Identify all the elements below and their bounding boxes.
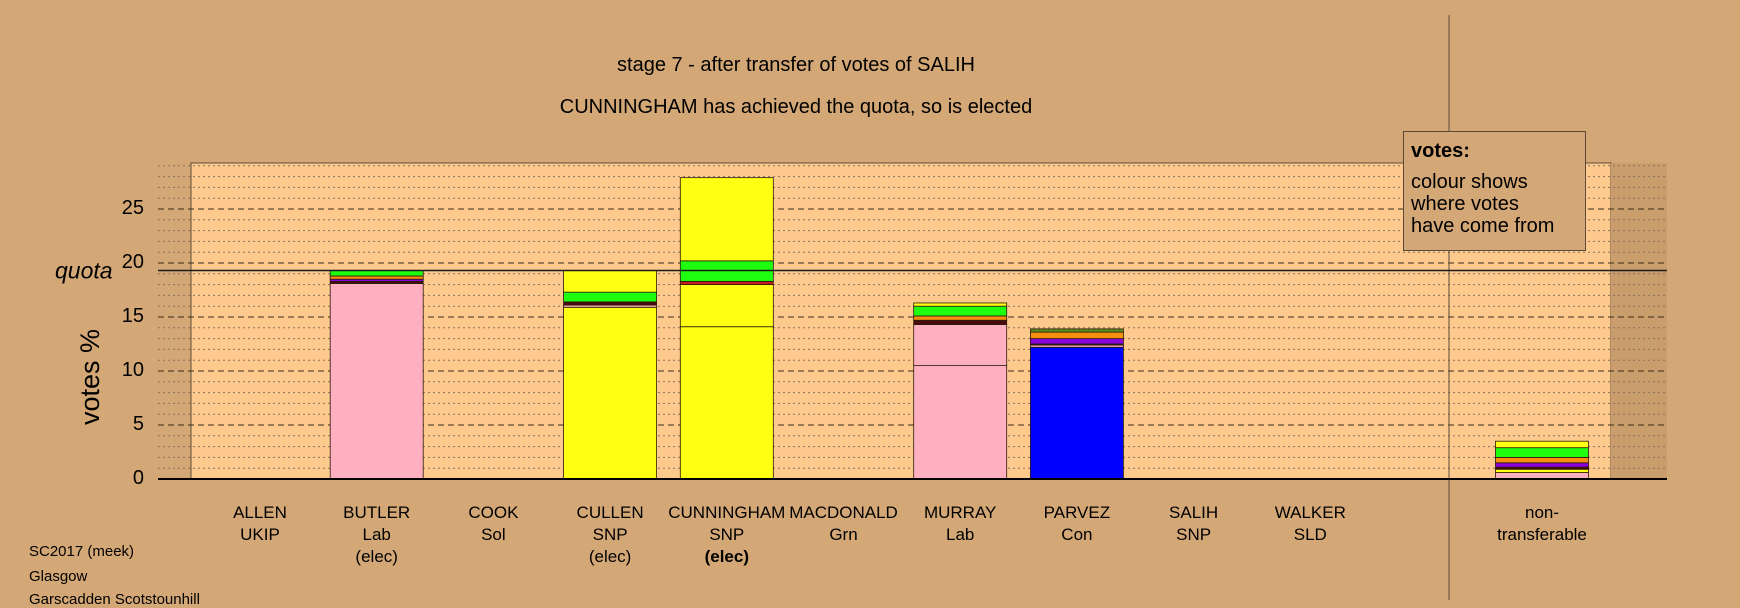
candidate-label: PARVEZ Con	[1012, 502, 1142, 568]
y-axis-label: votes %	[75, 329, 105, 425]
y-tick-label: 0	[132, 467, 144, 489]
bar-segment	[1030, 346, 1124, 480]
bar-segment	[563, 291, 657, 303]
bar-segment	[1030, 328, 1124, 333]
legend-box: votes: colour shows where votes have com…	[1403, 131, 1586, 251]
bar-segment	[1495, 456, 1589, 464]
candidate-status	[1012, 546, 1142, 568]
bar-segment	[679, 280, 774, 285]
bar-segment	[679, 326, 774, 480]
bar-segment	[329, 270, 424, 277]
bar-segment	[913, 324, 1008, 366]
candidate-label: non-transferable	[1477, 502, 1607, 568]
candidate-name: PARVEZ	[1043, 503, 1111, 522]
footer-election: SC2017 (meek)	[29, 543, 135, 560]
candidate-status	[779, 546, 909, 568]
quota-label: quota	[55, 258, 113, 284]
candidate-party: Grn	[829, 525, 858, 544]
candidate-name: CULLEN	[576, 503, 644, 522]
chart-subtitle: CUNNINGHAM has achieved the quota, so is…	[559, 96, 1033, 118]
candidate-status	[1477, 546, 1607, 568]
candidate-party: SNP	[1176, 525, 1212, 544]
candidate-name: non-	[1524, 503, 1560, 522]
candidate-party: SLD	[1293, 525, 1327, 544]
candidate-status: (elec)	[588, 547, 632, 566]
candidate-name: ALLEN	[233, 503, 287, 522]
bar-segment	[329, 275, 424, 280]
bar-segment	[679, 177, 774, 262]
candidate-label: WALKER SLD	[1245, 502, 1375, 568]
candidate-party: Lab	[946, 525, 975, 544]
candidate-label: COOK Sol	[428, 502, 558, 568]
candidate-status	[1129, 546, 1259, 568]
bar-segment	[913, 319, 1008, 325]
y-tick-label: 25	[121, 197, 144, 219]
y-tick-label: 15	[121, 305, 144, 327]
legend-heading: votes:	[1411, 140, 1470, 162]
candidate-party: Sol	[481, 525, 506, 544]
bar-segment	[563, 301, 657, 306]
candidate-status	[428, 546, 558, 568]
bar-segment	[329, 283, 424, 480]
candidate-name: CUNNINGHAM	[668, 503, 786, 522]
bar-segment	[913, 365, 1008, 480]
candidate-label: MURRAY Lab	[895, 502, 1025, 568]
candidate-label: MACDONALD Grn	[779, 502, 909, 568]
candidate-status	[1245, 546, 1375, 568]
bar-segment	[913, 302, 1008, 307]
candidate-party: Lab	[362, 525, 391, 544]
bar-segment	[1495, 440, 1589, 449]
y-tick-label: 10	[121, 359, 144, 381]
legend-line: where votes	[1411, 193, 1519, 215]
y-tick-label: 20	[121, 251, 144, 273]
y-tick-label: 5	[132, 413, 144, 435]
bar-segment	[1495, 468, 1589, 473]
bar-segment	[1495, 462, 1589, 468]
candidate-name: WALKER	[1274, 503, 1346, 522]
candidate-party: Con	[1061, 525, 1093, 544]
candidate-status	[195, 546, 325, 568]
candidate-name: SALIH	[1169, 503, 1219, 522]
candidate-status	[895, 546, 1025, 568]
bar-segment	[1030, 338, 1124, 345]
bar-segment	[679, 284, 774, 328]
bar-segment	[563, 306, 657, 480]
bar-segment	[1030, 331, 1124, 339]
bar-segment	[913, 305, 1008, 317]
candidate-party: SNP	[592, 525, 628, 544]
candidate-name: COOK	[468, 503, 519, 522]
candidate-status: (elec)	[355, 547, 398, 566]
candidate-label: SALIH SNP	[1129, 502, 1259, 568]
plot-shade	[1611, 163, 1667, 479]
candidate-label: CULLEN SNP (elec)	[545, 502, 675, 568]
legend-line: have come from	[1411, 215, 1555, 237]
candidate-name: MURRAY	[923, 503, 997, 522]
candidate-party: UKIP	[240, 525, 280, 544]
candidate-label: CUNNINGHAM SNP (elec)	[662, 502, 792, 568]
footer-council: Glasgow	[29, 568, 88, 585]
bar-segment	[563, 270, 657, 293]
candidate-party: transferable	[1497, 525, 1587, 544]
candidate-name: BUTLER	[343, 503, 411, 522]
plot-area	[190, 162, 1612, 480]
bar-segment	[1495, 447, 1589, 458]
candidate-status: (elec)	[704, 547, 749, 566]
bar-segment	[913, 315, 1008, 321]
candidate-party: SNP	[709, 525, 745, 544]
candidate-label: ALLEN UKIP	[195, 502, 325, 568]
chart-title: stage 7 - after transfer of votes of SAL…	[617, 54, 975, 76]
candidate-label: BUTLER Lab (elec)	[312, 502, 442, 568]
candidate-name: MACDONALD	[789, 503, 898, 522]
legend-line: colour shows	[1411, 171, 1528, 193]
